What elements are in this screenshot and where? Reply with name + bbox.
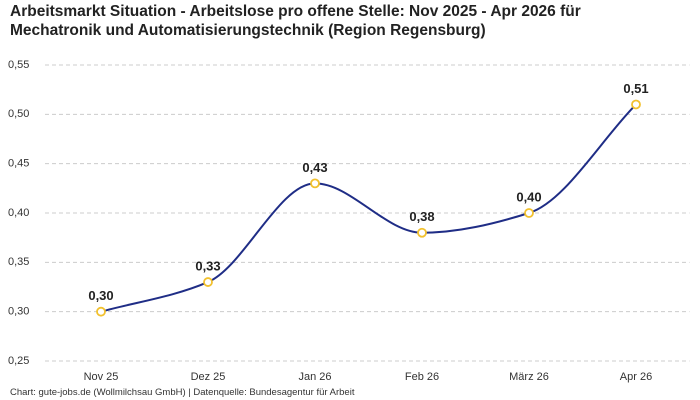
data-label: 0,33 bbox=[195, 259, 220, 274]
x-tick-label: Dez 25 bbox=[191, 371, 226, 383]
y-tick-label: 0,45 bbox=[8, 158, 29, 170]
data-label: 0,43 bbox=[302, 160, 327, 175]
y-tick-label: 0,55 bbox=[8, 59, 29, 71]
marker bbox=[631, 99, 641, 110]
line bbox=[100, 103, 637, 313]
source: Chart: gute-jobs.de (Wollmilchsau GmbH) … bbox=[10, 387, 355, 398]
marker bbox=[524, 208, 534, 218]
x-tick-label: Apr 26 bbox=[620, 371, 652, 383]
y-tick-label: 0,50 bbox=[8, 108, 29, 120]
marker bbox=[203, 277, 213, 287]
x-tick-label: März 26 bbox=[509, 371, 549, 383]
y-tick-label: 0,30 bbox=[8, 306, 29, 318]
y-tick-label: 0,40 bbox=[8, 207, 29, 219]
y-tick-label: 0,35 bbox=[8, 256, 29, 268]
data-label: 0,51 bbox=[623, 81, 648, 96]
data-label: 0,40 bbox=[516, 189, 541, 204]
x-tick-label: Jan 26 bbox=[298, 371, 331, 383]
x-tick-label: Nov 25 bbox=[84, 371, 119, 383]
x-tick-label: Feb 26 bbox=[405, 371, 439, 383]
marker bbox=[96, 306, 106, 317]
data-label: 0,38 bbox=[409, 209, 434, 224]
chart-title: Arbeitsmarkt Situation - Arbeitslose pro… bbox=[10, 3, 581, 39]
marker bbox=[417, 227, 427, 238]
y-tick-label: 0,25 bbox=[8, 355, 29, 367]
data-label: 0,30 bbox=[88, 288, 113, 303]
marker bbox=[310, 178, 320, 189]
